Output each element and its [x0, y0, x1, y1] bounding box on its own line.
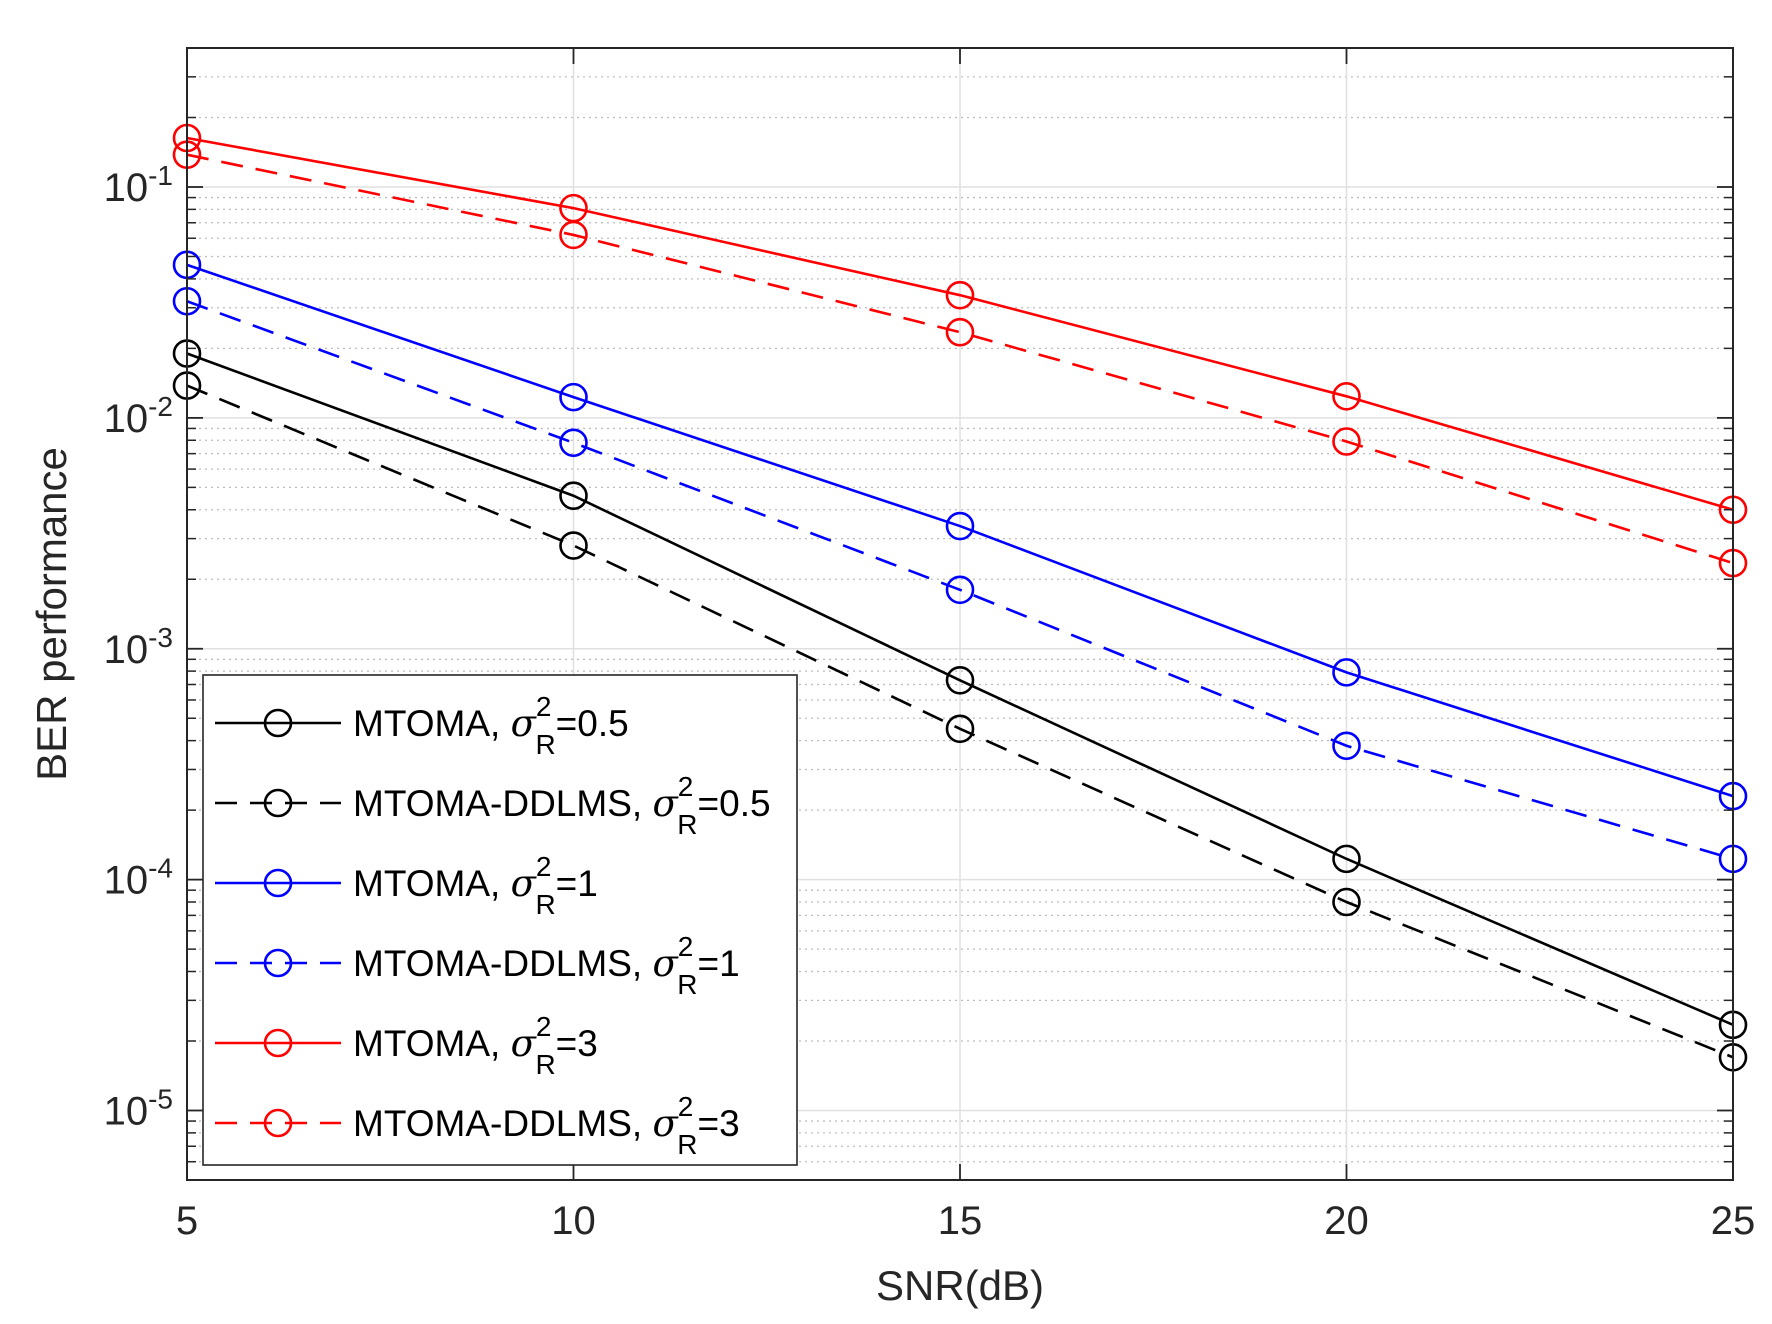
- y-tick-label: 10-5: [104, 1083, 173, 1133]
- data-point: [945, 714, 975, 744]
- legend-entry: MTOMA, σ2 R=3: [215, 1011, 598, 1080]
- x-tick-label: 20: [1324, 1199, 1369, 1243]
- data-point: [1332, 382, 1361, 411]
- data-point: [1332, 844, 1361, 874]
- series-layer: [172, 123, 1748, 1072]
- legend-label: MTOMA, σ2 R=1: [353, 851, 598, 920]
- data-point: [559, 481, 588, 511]
- legend-marker: [263, 1028, 293, 1058]
- data-point: [559, 428, 588, 458]
- legend-box: [202, 674, 798, 1166]
- legend-label: MTOMA-DDLMS, σ2 R=1: [353, 931, 740, 1000]
- legend-label: MTOMA-DDLMS, σ2 R=0.5: [353, 771, 771, 840]
- data-point: [1332, 887, 1361, 917]
- series-2: [172, 371, 1748, 1072]
- legend-entry: MTOMA, σ2 R=0.5: [215, 691, 629, 760]
- plot-frame: [186, 47, 1734, 1181]
- series-line: [186, 352, 1734, 1027]
- series-line: [186, 153, 1734, 565]
- series-line: [186, 384, 1734, 1059]
- data-point: [1332, 427, 1361, 456]
- data-point: [559, 531, 588, 560]
- data-point: [945, 511, 975, 541]
- legend-entry: MTOMA, σ2 R=1: [215, 851, 598, 920]
- x-tick-label: 5: [176, 1199, 198, 1243]
- data-point: [945, 280, 975, 310]
- series-line: [186, 136, 1734, 511]
- legend: MTOMA, σ2 R=0.5 MTOMA-DDLMS, σ2 R=0.5 MTOMA,…: [202, 674, 798, 1166]
- legend-label: MTOMA, σ2 R=3: [353, 1011, 598, 1080]
- y-axis-label: BER performance: [28, 447, 75, 781]
- legend-marker: [263, 868, 293, 898]
- x-axis-label: SNR(dB): [876, 1262, 1044, 1309]
- axes: 10-5 10-4 10-3 10-2 10-1 5 10 15 20 25: [104, 47, 1756, 1243]
- data-point: [1332, 658, 1361, 687]
- data-point: [559, 382, 588, 412]
- series-line: [186, 300, 1734, 861]
- series-line: [186, 263, 1734, 798]
- data-point: [945, 666, 975, 695]
- x-tick-label: 25: [1711, 1199, 1756, 1243]
- legend-marker: [263, 788, 293, 818]
- data-point: [1332, 731, 1361, 761]
- data-point: [945, 317, 975, 347]
- data-point: [559, 220, 588, 250]
- data-point: [945, 575, 975, 605]
- legend-entry: MTOMA-DDLMS, σ2 R=1: [215, 931, 740, 1000]
- legend-label: MTOMA-DDLMS, σ2 R=3: [353, 1091, 740, 1160]
- legend-label: MTOMA, σ2 R=0.5: [353, 691, 629, 760]
- y-tick-label: 10-4: [104, 853, 173, 903]
- y-tick-label: 10-3: [104, 622, 173, 672]
- y-tick-label: 10-1: [104, 160, 173, 210]
- legend-marker: [263, 708, 293, 738]
- y-tick-label: 10-2: [104, 391, 173, 441]
- legend-entry: MTOMA-DDLMS, σ2 R=3: [215, 1091, 740, 1160]
- series-4: [172, 286, 1748, 874]
- legend-marker: [263, 1108, 293, 1138]
- x-tick-label: 10: [551, 1199, 596, 1243]
- x-tick-label: 15: [938, 1199, 983, 1243]
- legend-marker: [263, 948, 293, 978]
- legend-entry: MTOMA-DDLMS, σ2 R=0.5: [215, 771, 771, 840]
